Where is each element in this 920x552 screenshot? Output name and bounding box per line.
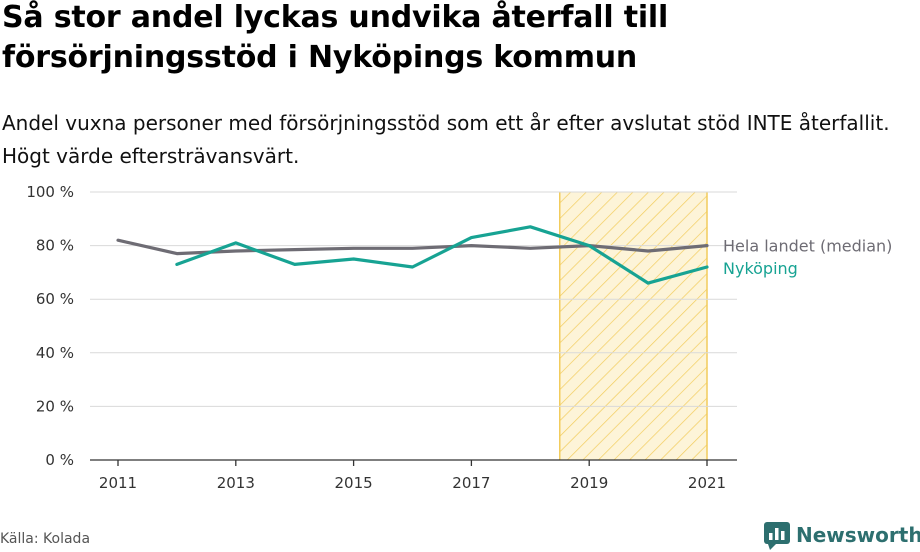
y-tick-label: 100 % bbox=[26, 183, 74, 201]
chart-subtitle: Andel vuxna personer med försörjningsstö… bbox=[2, 111, 890, 168]
x-tick-label: 2011 bbox=[99, 474, 137, 492]
y-tick-label: 80 % bbox=[36, 237, 74, 255]
y-tick-label: 20 % bbox=[36, 397, 74, 415]
y-tick-label: 40 % bbox=[36, 344, 74, 362]
series-label-nykoping: Nyköping bbox=[723, 259, 798, 278]
source-note: Källa: Kolada bbox=[0, 531, 91, 547]
y-tick-label: 60 % bbox=[36, 290, 74, 308]
x-tick-label: 2017 bbox=[452, 474, 490, 492]
x-tick-label: 2013 bbox=[217, 474, 255, 492]
chart-bubble-icon bbox=[764, 522, 790, 550]
series-line-nykoping bbox=[175, 225, 709, 285]
series-label-median: Hela landet (median) bbox=[723, 237, 892, 256]
brand-name: Newsworthy bbox=[796, 523, 920, 547]
newsworthy-logo: Newsworthy bbox=[764, 520, 920, 550]
series-line-median bbox=[116, 238, 709, 256]
highlight-hatch bbox=[559, 192, 707, 460]
x-tick-label: 2019 bbox=[570, 474, 608, 492]
x-tick-label: 2015 bbox=[335, 474, 373, 492]
y-tick-label: 0 % bbox=[45, 451, 74, 469]
x-tick-label: 2021 bbox=[688, 474, 726, 492]
chart-title: Så stor andel lyckas undvika återfall ti… bbox=[2, 0, 669, 75]
